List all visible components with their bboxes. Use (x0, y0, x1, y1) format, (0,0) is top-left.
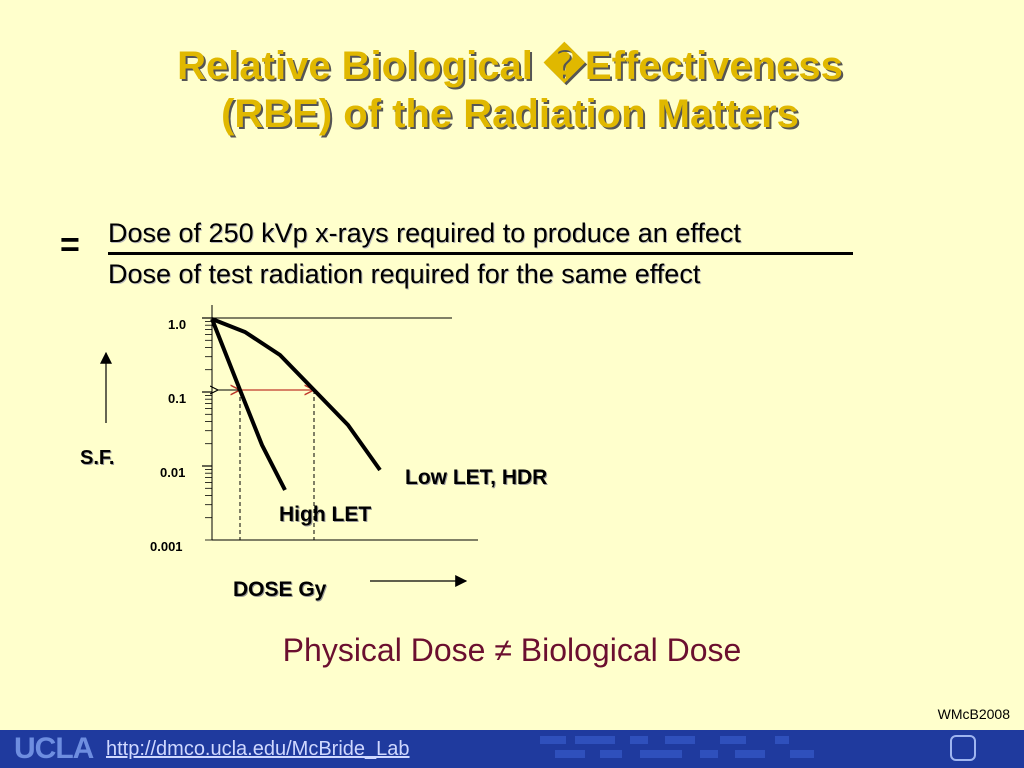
lab-url-link[interactable]: http://dmco.ucla.edu/McBride_Lab (106, 738, 410, 760)
y-tick-label: 0.01 (160, 465, 186, 480)
y-axis-label: S.F. (80, 447, 115, 469)
physical-vs-biological-dose: Physical Dose ≠ Biological Dose (282, 632, 742, 668)
curve-low-let-hdr (211, 317, 382, 472)
fraction-numerator: Dose of 250 kVp x-rays required to produ… (108, 218, 741, 248)
rbe-fraction: Dose of 250 kVp x-rays required to produ… (108, 215, 858, 291)
title-line-2: (RBE) of the Radiation Matters (221, 92, 799, 136)
title-line-1: Relative Biological �Effectiveness (177, 44, 843, 88)
series-label-high-let: High LET (279, 503, 372, 526)
x-axis-label: DOSE Gy (233, 578, 327, 601)
fraction-denominator: Dose of test radiation required for the … (108, 259, 701, 289)
slide-title: Relative Biological �Effectiveness (RBE)… (100, 42, 920, 138)
curve-high-let (210, 318, 287, 491)
equals-sign: = (60, 226, 80, 264)
y-tick-label: 1.0 (168, 317, 187, 332)
series-label-low-let: Low LET, HDR (405, 466, 548, 489)
slide-nav-icon[interactable] (950, 735, 976, 761)
y-axis-minor-ticks (202, 317, 212, 541)
fraction-bar (108, 252, 853, 255)
y-tick-label: 0.001 (150, 539, 183, 554)
footer-bar: UCLA http://dmco.ucla.edu/McBride_Lab (0, 730, 1024, 768)
author-credit: WMcB2008 (937, 706, 1010, 722)
y-tick-label: 0.1 (168, 391, 187, 406)
ucla-logo: UCLA (14, 732, 94, 765)
